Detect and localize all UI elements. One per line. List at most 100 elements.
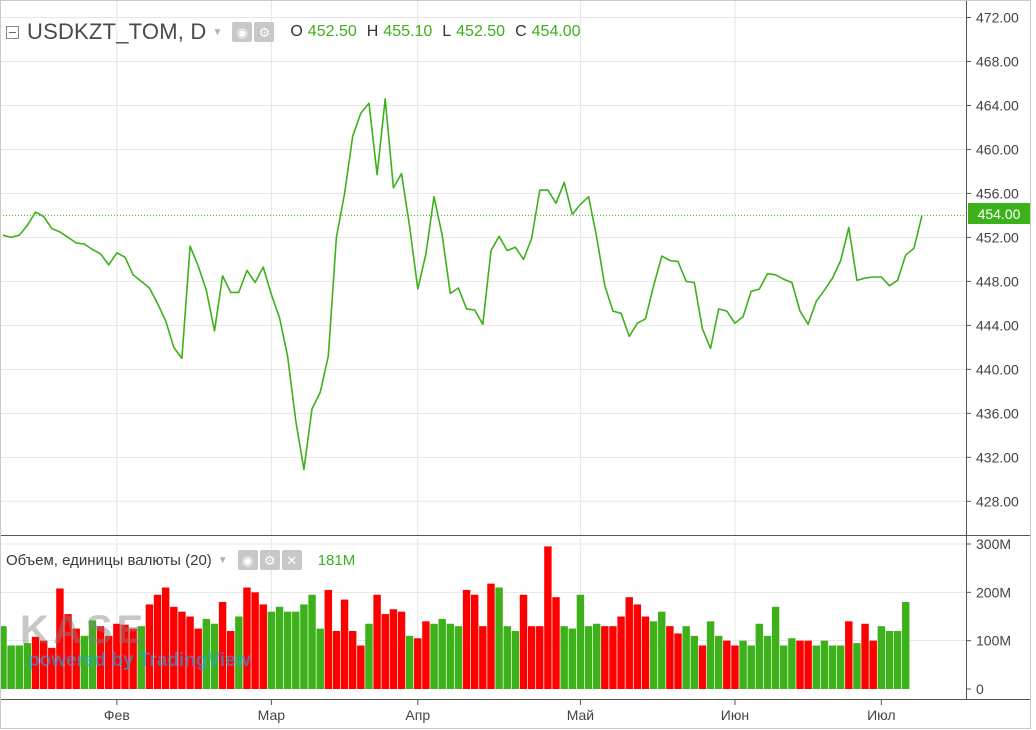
volume-axis[interactable]: 0 100M 200M 300M	[966, 536, 1011, 697]
volume-bar	[194, 628, 202, 689]
ohlc-open-value: 452.50	[307, 23, 357, 40]
volume-tick-label: 200M	[976, 584, 1011, 600]
volume-bar	[259, 604, 267, 689]
volume-bar	[202, 618, 211, 689]
volume-bar	[771, 606, 780, 689]
volume-bar	[869, 640, 877, 689]
volume-bar	[446, 623, 455, 689]
volume-bar	[690, 635, 698, 689]
price-axis[interactable]: 428.00 432.00 436.00 440.00 444.00 448.00 452.…	[966, 10, 1019, 510]
volume-tick-label: 0	[976, 681, 984, 697]
volume-bar	[64, 614, 72, 689]
price-tick-label: 436.00	[976, 405, 1019, 421]
volume-bar	[414, 638, 422, 689]
volume-bar	[210, 623, 219, 689]
time-tick-label: Апр	[405, 707, 430, 723]
time-tick-label: Мар	[258, 707, 286, 723]
volume-bar	[243, 587, 251, 689]
volume-bar	[568, 628, 577, 689]
volume-bar	[96, 626, 105, 689]
ohlc-close-label: C	[515, 23, 527, 40]
price-series-line	[2, 98, 923, 471]
volume-bar	[340, 599, 349, 689]
volume-bar	[23, 643, 32, 689]
volume-bar	[235, 616, 243, 689]
volume-bar	[292, 611, 300, 689]
volume-bar	[357, 645, 365, 689]
volume-bar	[145, 604, 154, 689]
volume-bar	[348, 631, 357, 689]
volume-bar	[39, 640, 48, 689]
price-tick-label: 468.00	[976, 53, 1019, 69]
volume-bar	[365, 623, 373, 689]
volume-bar	[796, 640, 804, 689]
volume-bar	[633, 604, 642, 689]
price-tick-label: 432.00	[976, 449, 1019, 465]
volume-bar	[56, 588, 64, 689]
volume-title[interactable]: Объем, единицы валюты (20)	[6, 551, 212, 569]
volume-bar	[560, 626, 568, 689]
volume-bar	[503, 626, 511, 689]
kase-logo-watermark: KASE	[20, 608, 148, 652]
symbol-title[interactable]: USDKZT_TOM, D	[27, 19, 207, 44]
volume-bar	[113, 623, 121, 689]
volume-bar	[283, 611, 292, 689]
volume-bar	[714, 635, 723, 689]
ohlc-open-label: O	[290, 23, 303, 40]
volume-bar	[723, 640, 731, 689]
volume-bar	[625, 597, 633, 689]
volume-bar	[853, 643, 861, 689]
close-icon[interactable]: ✕	[281, 550, 302, 570]
volume-bar	[153, 594, 162, 689]
tradingview-watermark[interactable]: powered by TradingView	[28, 650, 251, 671]
ohlc-close-value: 454.00	[531, 23, 581, 40]
volume-bar	[893, 631, 902, 689]
ohlc-low-label: L	[442, 23, 452, 40]
volume-bar	[617, 616, 625, 689]
volume-bar	[170, 606, 178, 689]
volume-bar	[105, 635, 113, 689]
volume-tick-label: 100M	[976, 633, 1011, 649]
volume-bar	[731, 645, 739, 689]
volume-bar	[397, 611, 406, 689]
volume-bar	[885, 631, 894, 689]
chevron-down-icon[interactable]: ▼	[217, 554, 228, 566]
price-tick-label: 452.00	[976, 229, 1019, 245]
volume-bar	[836, 645, 845, 689]
volume-bar	[755, 623, 764, 689]
volume-bar	[674, 633, 682, 689]
price-line-layer	[0, 98, 966, 471]
grid	[0, 0, 966, 690]
volume-bar	[698, 645, 707, 689]
volume-bar	[828, 645, 837, 689]
collapse-pane-icon[interactable]	[6, 25, 19, 39]
volume-bar	[129, 628, 137, 689]
volume-bar	[72, 628, 80, 689]
volume-bar	[804, 640, 812, 689]
eye-icon[interactable]: ◉	[237, 550, 258, 570]
volume-bar	[31, 636, 40, 689]
chevron-down-icon[interactable]: ▼	[212, 26, 223, 38]
gear-icon[interactable]: ⚙	[254, 22, 275, 42]
volume-bar	[747, 645, 755, 689]
symbol-legend: USDKZT_TOM, D ▼ ◉ ⚙ O 452.50 H 455.10 L …	[6, 18, 591, 46]
volume-bar	[227, 631, 235, 689]
eye-icon[interactable]: ◉	[232, 22, 253, 42]
time-tick-label: Фев	[104, 707, 130, 723]
volume-bar	[267, 611, 276, 689]
volume-legend: Объем, единицы валюты (20) ▼ ◉ ⚙ ✕ 181M	[6, 548, 355, 572]
volume-bar	[80, 635, 89, 689]
volume-bar	[739, 640, 747, 689]
volume-bar	[641, 616, 650, 689]
gear-icon[interactable]: ⚙	[259, 550, 280, 570]
volume-bar	[88, 620, 97, 689]
volume-bar	[316, 628, 324, 689]
last-price-label: 454.00	[968, 203, 1030, 224]
volume-bar	[649, 621, 658, 689]
time-tick-label: Май	[567, 707, 594, 723]
time-axis[interactable]: Фев Мар Апр Май Июн Июл	[104, 699, 896, 723]
volume-bar	[820, 640, 829, 689]
